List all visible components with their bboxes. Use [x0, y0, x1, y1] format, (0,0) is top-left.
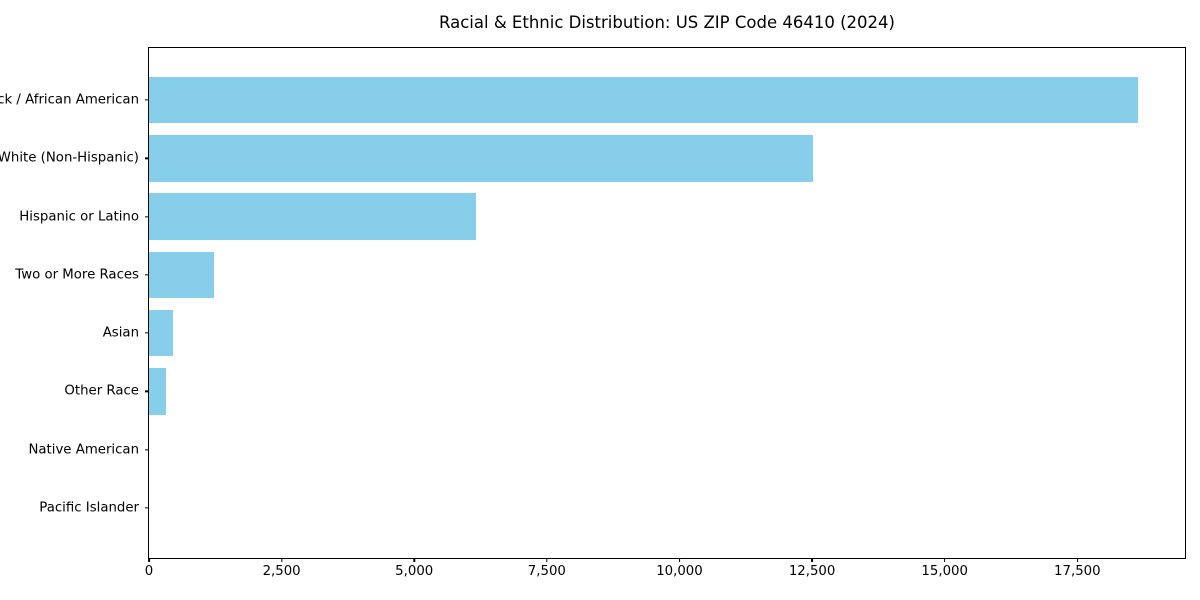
x-tick: 5,000 [395, 558, 433, 578]
y-tick-mark [145, 332, 149, 334]
x-tick: 10,000 [656, 558, 703, 578]
bar-row [149, 368, 1187, 415]
x-tick-label: 7,500 [527, 564, 566, 579]
x-tick-label: 2,500 [262, 564, 301, 579]
x-tick: 2,500 [263, 558, 301, 578]
y-tick-mark [145, 215, 149, 218]
plot-area: Black / African American White (Non-Hispa… [0, 47, 1187, 578]
x-tick-label: 5,000 [395, 564, 434, 579]
bar [149, 368, 166, 415]
x-tick: 7,500 [528, 558, 566, 578]
y-tick-label: White (Non-Hispanic) [0, 150, 139, 166]
x-tick: 0 [145, 558, 153, 578]
y-tick-mark [145, 448, 149, 451]
x-tick: 15,000 [921, 558, 968, 578]
bar-row [149, 193, 1187, 240]
bar [149, 193, 476, 240]
bar [149, 76, 1138, 124]
y-tick-mark [145, 274, 149, 276]
y-tick-mark [145, 99, 149, 101]
x-tick-mark [1076, 558, 1078, 562]
x-tick-label: 15,000 [921, 564, 968, 579]
bar [149, 251, 214, 299]
y-tick-label: Asian [102, 325, 139, 341]
y-tick-label: Black / African American [0, 92, 139, 108]
x-tick-mark [280, 558, 283, 562]
bar-row [149, 426, 1187, 473]
x-tick-label: 17,500 [1054, 564, 1101, 579]
x-tick-mark [811, 558, 813, 562]
y-tick-label: Other Race [64, 383, 139, 399]
x-tick-label: 0 [144, 564, 154, 579]
y-tick-mark [145, 390, 149, 393]
x-tick-mark [413, 558, 415, 562]
y-tick-label: Two or More Races [15, 267, 139, 283]
bar [149, 309, 173, 357]
bar-row [149, 485, 1187, 532]
x-tick: 12,500 [788, 558, 836, 579]
bar-row [149, 251, 1187, 299]
bar [149, 135, 814, 182]
y-tick-mark [145, 507, 149, 509]
x-tick-mark [546, 558, 548, 562]
bar-row [149, 76, 1187, 124]
y-tick-label: Pacific Islander [39, 500, 139, 516]
y-tick-mark [145, 157, 149, 160]
y-tick-label: Native American [28, 441, 139, 457]
x-tick-label: 10,000 [656, 564, 703, 579]
chart-title: Racial & Ethnic Distribution: US ZIP Cod… [439, 13, 895, 32]
bar-row [149, 135, 1187, 182]
y-tick-label: Hispanic or Latino [19, 208, 139, 224]
x-tick-mark [148, 558, 150, 562]
x-tick: 17,500 [1054, 558, 1101, 578]
x-tick-mark [678, 558, 681, 562]
bar-row [149, 309, 1187, 357]
x-tick-mark [944, 558, 946, 562]
x-tick-label: 12,500 [788, 564, 836, 579]
